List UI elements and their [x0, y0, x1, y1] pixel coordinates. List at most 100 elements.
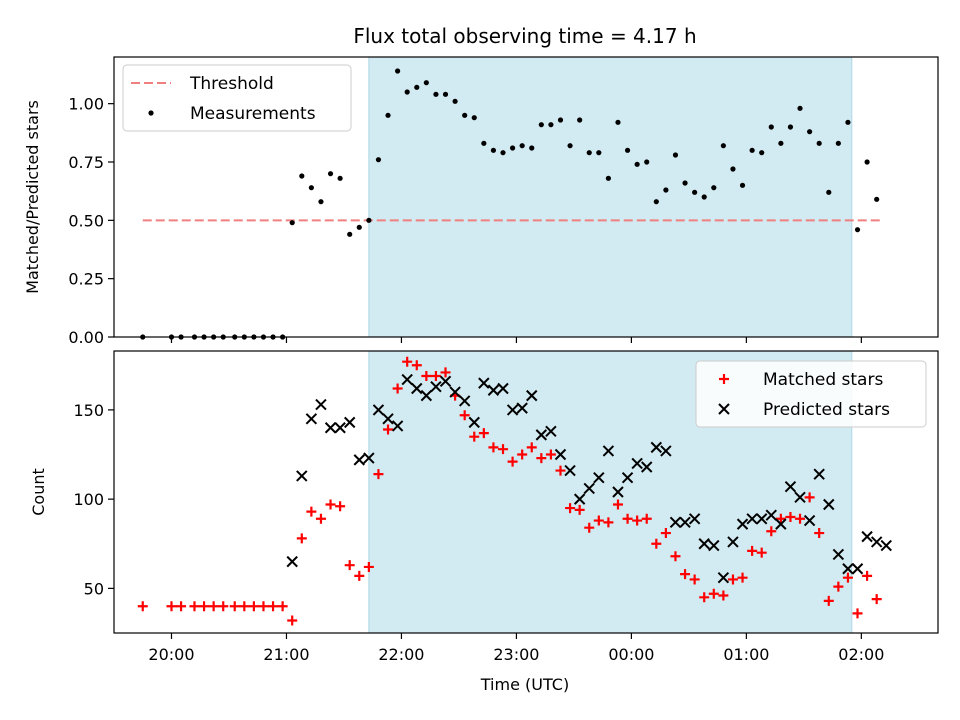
observing-window-span: [368, 56, 853, 338]
measurement-point: [730, 166, 736, 172]
legend-label: Matched stars: [763, 370, 883, 390]
predicted-star-point: [660, 445, 672, 457]
measurement-point: [462, 112, 468, 118]
y-tick-label: 1.00: [68, 95, 104, 114]
measurement-point: [471, 115, 477, 121]
predicted-star-point: [286, 555, 298, 568]
x-tick-label: 21:00: [263, 645, 309, 664]
matched-star-point: [344, 560, 355, 571]
predicted-star-point: [602, 445, 615, 457]
matched-star-point: [670, 551, 681, 562]
measurement-point: [864, 159, 870, 165]
measurement-point: [682, 180, 688, 186]
matched-star-point: [335, 501, 346, 512]
matched-star-point: [612, 499, 623, 510]
matched-star-point: [536, 453, 547, 464]
measurement-point: [490, 147, 497, 153]
matched-star-point: [287, 615, 298, 626]
measurement-point: [395, 68, 401, 74]
measurement-point: [347, 231, 353, 237]
measurement-point: [385, 112, 391, 118]
measurement-point: [816, 140, 822, 146]
predicted-star-point: [736, 518, 749, 530]
axes-frame: [113, 350, 939, 634]
measurement-point: [596, 150, 602, 156]
predicted-star-point: [621, 472, 634, 484]
x-axis-label: Time (UTC): [480, 675, 569, 694]
predicted-star-point: [391, 420, 404, 432]
measurement-point: [356, 224, 362, 230]
matched-star-point: [189, 601, 200, 612]
y-tick-label: 0.75: [68, 153, 104, 172]
matched-star-point: [166, 601, 177, 612]
predicted-star-point: [516, 402, 528, 414]
legend: Threshold Measurements: [122, 64, 352, 132]
x-tick-label: 23:00: [493, 645, 539, 664]
matched-star-point: [296, 533, 307, 544]
matched-star-point: [574, 504, 585, 515]
measurement-point: [577, 117, 583, 123]
measurement-point: [874, 196, 880, 202]
measurement-point: [299, 173, 305, 179]
matched-star-point: [229, 601, 240, 612]
matched-star-point: [727, 574, 738, 585]
predicted-star-point: [324, 422, 337, 434]
matched-star-point: [632, 515, 643, 526]
measurement-point: [481, 140, 487, 146]
legend-label: Measurements: [190, 104, 316, 124]
measurement-point: [787, 124, 794, 130]
legend-box: [122, 64, 352, 132]
measurement-point: [337, 175, 343, 181]
predicted-star-point: [727, 536, 739, 548]
predicted-star-point: [842, 563, 854, 575]
measurement-point: [835, 140, 841, 146]
legend-predicted-swatch: [718, 403, 730, 415]
matched-star-point: [421, 370, 432, 381]
matched-star-point: [199, 601, 210, 612]
matched-star-point: [775, 513, 786, 524]
matched-star-point: [584, 522, 595, 533]
matched-star-point: [555, 465, 566, 476]
matched-star-point: [440, 367, 451, 378]
matched-star-point: [239, 601, 250, 612]
measurement-point: [644, 159, 650, 165]
series-measurements: [140, 68, 880, 340]
predicted-star-point: [382, 413, 394, 425]
matched-star-point: [708, 588, 719, 599]
predicted-star-point: [478, 377, 490, 389]
matched-star-point: [315, 513, 326, 524]
measurement-point: [423, 80, 429, 86]
matched-star-point: [699, 592, 710, 603]
legend: Matched stars Predicted stars: [695, 360, 927, 428]
measurement-point: [500, 150, 506, 156]
predicted-star-point: [698, 538, 710, 550]
predicted-star-point: [631, 457, 643, 470]
measurement-point: [807, 129, 813, 135]
matched-star-point: [622, 513, 633, 524]
measurement-point: [692, 189, 698, 195]
matched-star-point: [526, 442, 537, 453]
matched-star-point: [680, 569, 691, 580]
predicted-star-point: [803, 514, 816, 527]
measurement-point: [663, 187, 669, 193]
matched-star-point: [660, 528, 671, 539]
measurement-point: [529, 145, 535, 151]
measurement-point: [615, 119, 621, 125]
predicted-star-point: [506, 404, 519, 416]
matched-star-point: [459, 410, 470, 421]
matched-star-point: [603, 517, 614, 528]
predicted-star-point: [554, 448, 567, 461]
matched-star-point: [306, 506, 317, 517]
count-panel: 50 100 150 20:00 21:00 22:00 23:00 00:00 01:00 02…: [29, 350, 939, 664]
predicted-star-point: [526, 389, 538, 402]
predicted-star-point: [372, 404, 385, 416]
chart-title: Flux total observing time = 4.17 h: [353, 24, 696, 48]
y-tick-label: 150: [73, 401, 104, 420]
measurement-point: [759, 150, 765, 156]
measurement-point: [289, 220, 295, 226]
matched-star-point: [804, 492, 815, 503]
predicted-star-point: [305, 413, 318, 425]
measurement-point: [366, 217, 372, 223]
predicted-star-point: [468, 416, 480, 429]
